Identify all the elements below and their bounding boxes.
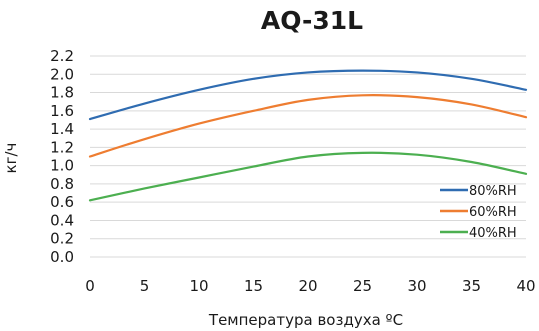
series-line-1	[88, 94, 528, 158]
x-axis-label: Температура воздуха ºC	[208, 311, 403, 329]
y-tick-label: 2.2	[50, 47, 74, 65]
y-axis-ticks: 0.00.20.40.60.81.01.21.41.61.82.02.2	[50, 47, 74, 266]
chart-title: AQ-31L	[261, 6, 363, 35]
x-tick-label: 0	[85, 277, 95, 295]
y-tick-label: 1.8	[50, 84, 74, 102]
legend: 80%RH 60%RH 40%RH	[440, 184, 517, 241]
x-tick-label: 5	[140, 277, 150, 295]
y-tick-label: 0.0	[50, 248, 74, 266]
x-axis-ticks: 0 5 10 15 20 25 30 35 40	[85, 277, 535, 295]
y-tick-label: 1.6	[50, 102, 74, 120]
y-axis-label: кг/ч	[2, 143, 20, 174]
y-tick-label: 0.8	[50, 175, 74, 193]
x-tick-label: 15	[244, 277, 263, 295]
x-tick-label: 25	[353, 277, 372, 295]
x-tick-label: 10	[189, 277, 208, 295]
x-tick-label: 30	[407, 277, 426, 295]
x-tick-label: 35	[462, 277, 481, 295]
series-line-2	[88, 151, 528, 202]
y-tick-label: 0.4	[50, 211, 74, 229]
y-tick-label: 1.4	[50, 120, 74, 138]
grid	[90, 55, 526, 258]
y-tick-label: 0.6	[50, 193, 74, 211]
legend-label: 80%RH	[469, 184, 517, 199]
legend-label: 40%RH	[469, 226, 517, 241]
series-lines	[88, 69, 528, 202]
y-tick-label: 1.0	[50, 157, 74, 175]
x-tick-label: 40	[516, 277, 535, 295]
y-tick-label: 2.0	[50, 65, 74, 83]
y-tick-label: 0.2	[50, 230, 74, 248]
y-tick-label: 1.2	[50, 138, 74, 156]
x-tick-label: 20	[298, 277, 317, 295]
series-line-0	[88, 69, 528, 121]
legend-label: 60%RH	[469, 205, 517, 220]
